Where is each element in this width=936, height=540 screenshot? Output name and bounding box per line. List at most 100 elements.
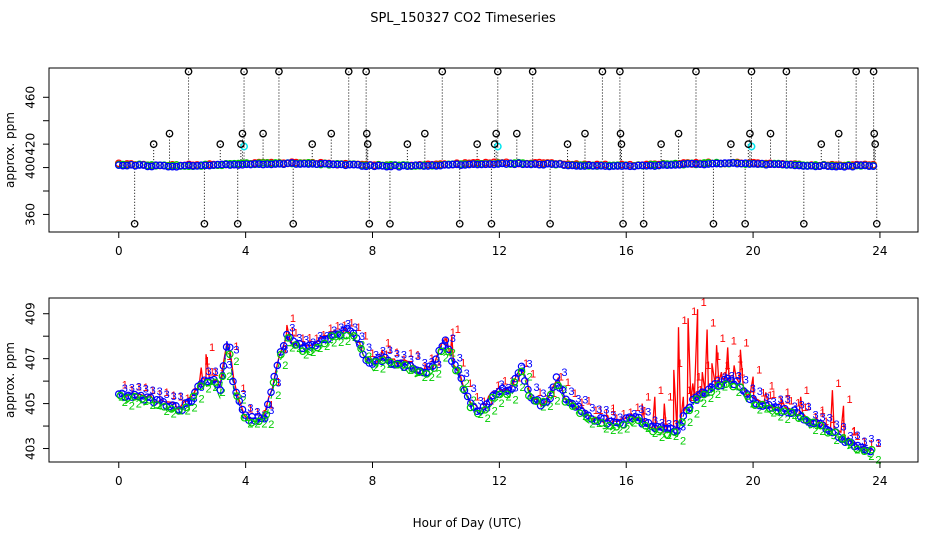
series-3-point (267, 388, 275, 396)
spike-marker (473, 140, 482, 148)
series-2-point (153, 401, 161, 409)
x-tick-label: 0 (115, 244, 123, 258)
series-1-label: 1 (314, 333, 320, 345)
baseline-point-blue (292, 160, 300, 168)
series-2-point (459, 385, 468, 393)
series-1-label: 1 (691, 306, 697, 318)
baseline-point-blue (263, 160, 272, 169)
bottom-plot-frame (48, 297, 919, 463)
baseline-point-blue (349, 160, 358, 169)
series-1-label: 1 (356, 322, 362, 334)
baseline-point-blue (852, 161, 861, 170)
series-3-label: 3 (799, 399, 805, 411)
series-2-point (583, 413, 592, 422)
series-2-point (641, 422, 650, 430)
spike-marker (657, 140, 665, 148)
spike-marker (746, 129, 754, 138)
baseline-point-blue (828, 162, 836, 171)
series-3-point (463, 392, 472, 401)
series-1-label: 1 (628, 407, 634, 419)
series-1-label: 1 (802, 402, 808, 414)
series-3-label: 3 (743, 374, 749, 386)
series-2-label: 2 (680, 435, 686, 447)
series-1-label: 1 (694, 389, 700, 401)
baseline-point-blue (758, 159, 766, 168)
series-2-label: 2 (192, 403, 198, 415)
series-2-label: 2 (443, 352, 449, 364)
series-2-label: 2 (778, 411, 784, 423)
baseline-point-blue (523, 160, 531, 168)
baseline-point-blue (156, 161, 164, 170)
baseline-point-blue (527, 160, 535, 169)
series-2-point (174, 407, 183, 415)
baseline-point-blue (861, 161, 869, 170)
series-2-label: 2 (701, 398, 707, 410)
series-3-label: 3 (840, 422, 846, 434)
series-1-label: 1 (621, 409, 627, 421)
baseline-point-blue (593, 161, 601, 170)
baseline-point-blue (411, 161, 420, 170)
series-2-point (298, 347, 307, 355)
spike-marker (200, 219, 209, 228)
series-3-label: 3 (219, 370, 225, 382)
series-3-label: 3 (854, 430, 860, 442)
series-3-point (232, 388, 240, 397)
series-2-point (444, 347, 453, 356)
baseline-point-blue (473, 160, 482, 169)
series-3-point (419, 368, 428, 377)
series-2-point (167, 405, 176, 413)
series-3-point (457, 374, 466, 383)
series-3-point (229, 377, 237, 386)
series-3-label: 3 (254, 406, 260, 418)
series-3-point (187, 397, 196, 405)
series-2-label: 2 (561, 384, 567, 396)
series-2-label: 2 (694, 409, 700, 421)
series-3-label: 3 (122, 383, 128, 395)
baseline-point-blue (692, 160, 700, 168)
baseline-point-blue (481, 160, 490, 169)
series-3-point (432, 355, 440, 363)
series-2-point (452, 366, 460, 375)
series-2-label: 2 (122, 397, 128, 409)
spike-marker (420, 129, 429, 138)
series-1-label: 1 (460, 357, 466, 369)
series-3-label: 3 (352, 322, 358, 334)
series-3-label: 3 (415, 351, 421, 363)
series-1-label: 1 (157, 388, 163, 400)
baseline-point-blue (230, 160, 239, 169)
series-2-label: 2 (171, 409, 177, 421)
baseline-point-blue (461, 161, 469, 169)
series-1-label: 1 (369, 348, 375, 360)
series-2-label: 2 (240, 394, 246, 406)
series-3-label: 3 (785, 394, 791, 406)
series-1-label: 1 (635, 402, 641, 414)
baseline-point-blue (580, 162, 589, 170)
series-2-point (262, 410, 271, 419)
series-1-label: 1 (150, 385, 156, 397)
spike-marker (363, 140, 372, 148)
series-3-label: 3 (771, 397, 777, 409)
series-1-label: 1 (362, 330, 368, 342)
baseline-point-blue (197, 161, 206, 170)
baseline-point-blue (799, 162, 808, 170)
x-tick-label: 0 (115, 474, 123, 488)
series-1-label: 1 (697, 385, 703, 397)
baseline-point-blue (560, 161, 568, 169)
series-3-point (863, 446, 872, 455)
series-2-point (335, 331, 343, 339)
series-2-point (415, 368, 424, 376)
x-tick-label: 16 (619, 474, 634, 488)
baseline-point-blue (584, 161, 593, 170)
series-2-label: 2 (212, 382, 218, 394)
baseline-point-blue (725, 159, 733, 167)
series-3-label: 3 (757, 386, 763, 398)
baseline-point-blue (201, 161, 210, 170)
series-2-point (714, 381, 723, 390)
series-2-label: 2 (687, 417, 693, 429)
baseline-point-blue (321, 159, 329, 168)
baseline-point-blue (312, 160, 321, 168)
baseline-point-blue (642, 161, 651, 170)
series-2-point (853, 445, 861, 454)
series-3-point (508, 385, 516, 393)
series-1-label: 1 (667, 392, 673, 404)
